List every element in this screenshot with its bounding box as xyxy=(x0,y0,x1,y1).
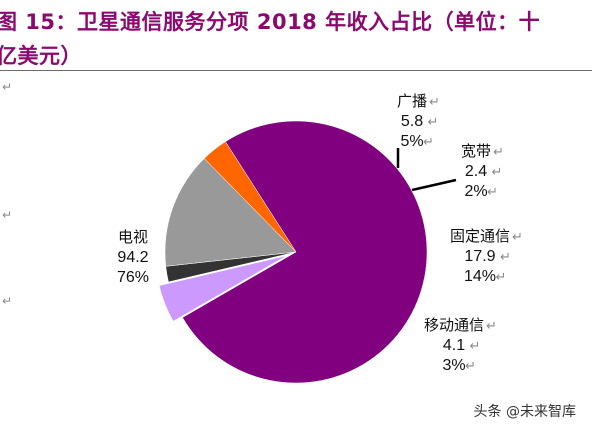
slice-label-percent: 3% xyxy=(442,357,465,374)
paragraph-mark-icon: ↵ xyxy=(2,294,13,308)
paragraph-mark-icon: ↵ xyxy=(492,165,503,180)
slice-label-name: 宽带 xyxy=(461,142,491,160)
paragraph-mark-icon: ↵ xyxy=(496,270,507,285)
chart-title-line-1: 图 15：卫星通信服务分项 2018 年收入占比（单位：十 xyxy=(0,10,541,34)
paragraph-mark-icon: ↵ xyxy=(470,339,481,354)
pie-slice-4 xyxy=(164,158,297,267)
slice-label-name: 广播 xyxy=(397,92,427,110)
chart-title-line-2: 亿美元） xyxy=(0,44,82,68)
pie-slice-5 xyxy=(203,141,297,253)
pie-slice-2 xyxy=(158,255,287,322)
slice-label-percent: 76% xyxy=(117,269,149,286)
slice-label-value: 2.4 xyxy=(465,163,487,180)
paragraph-mark-icon: ↵ xyxy=(423,135,434,150)
paragraph-mark-icon: ↵ xyxy=(465,359,476,374)
slice-label-name: 移动通信 xyxy=(424,316,484,334)
slice-label-percent: 2% xyxy=(464,183,487,200)
paragraph-mark-icon: ↵ xyxy=(2,208,13,222)
paragraph-mark-icon: ↵ xyxy=(2,80,13,94)
paragraph-mark-icon: ↵ xyxy=(500,250,511,265)
slice-label-value: 5.8 xyxy=(401,113,423,130)
title-divider xyxy=(0,70,592,71)
paragraph-mark-icon: ↵ xyxy=(429,95,440,110)
slice-label-value: 17.9 xyxy=(464,248,495,265)
paragraph-mark-icon: ↵ xyxy=(493,145,504,160)
paragraph-mark-icon: ↵ xyxy=(512,230,523,245)
leader-line xyxy=(411,178,457,192)
slice-label-name: 固定通信 xyxy=(450,227,510,245)
paragraph-mark-icon: ↵ xyxy=(428,115,439,130)
slice-label-value: 94.2 xyxy=(117,249,148,266)
slice-label-name: 电视 xyxy=(118,228,148,246)
paragraph-mark-icon: ↵ xyxy=(486,319,497,334)
slice-label-percent: 14% xyxy=(464,268,496,285)
slice-label-value: 4.1 xyxy=(443,337,465,354)
slice-label-percent: 5% xyxy=(400,133,423,150)
pie-slice-1 xyxy=(182,120,428,384)
paragraph-mark-icon: ↵ xyxy=(487,185,498,200)
watermark: 头条 @未来智库 xyxy=(473,404,576,420)
